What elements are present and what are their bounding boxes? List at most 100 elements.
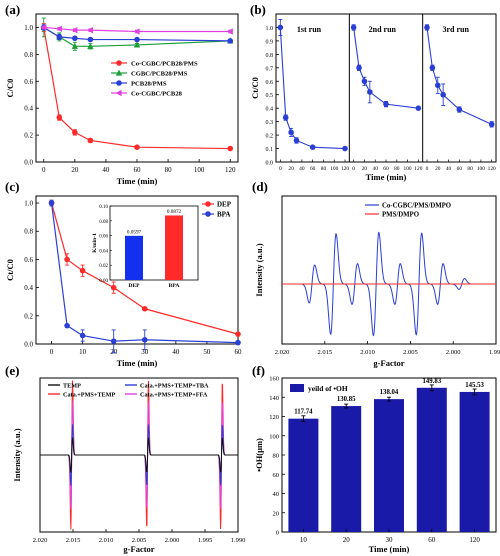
x-tick-label: 60 (457, 166, 463, 172)
x-axis-label: Time (min) (369, 544, 410, 554)
panel-label: (e) (5, 363, 19, 378)
x-tick-label: 100 (330, 166, 338, 172)
data-point (434, 82, 441, 89)
y-tick-label: 0.9 (266, 39, 274, 45)
legend-marker (115, 69, 123, 76)
y-axis-label: Ct/C0 (250, 77, 260, 99)
inset-frame (109, 205, 199, 281)
data-point (134, 144, 140, 150)
x-tick-label: 10 (300, 536, 308, 544)
x-tick-label: 120 (469, 536, 480, 544)
panel-b: (b) 0.0 0.1 0.2 0.3 0.4 0.5 0.6 0.7 0.8 0.9 1.0 Ct/C… (250, 2, 497, 182)
x-tick-label: 2.000 (165, 537, 180, 544)
x-tick-label: 0 (279, 166, 282, 172)
x-tick-label: 30 (141, 348, 149, 356)
y-axis-label: C/C0 (5, 79, 15, 98)
y-tick-label: 160 (269, 376, 279, 383)
x-tick-label: 0 (50, 348, 54, 356)
legend-marker (205, 211, 211, 217)
data-point (79, 332, 86, 339)
x-tick-label: 2.015 (66, 537, 81, 544)
x-tick-label: 60 (235, 348, 243, 356)
x-tick-label: 40 (172, 348, 180, 356)
y-tick-label: 120 (269, 414, 279, 421)
data-point (141, 305, 148, 312)
x-axis-label: g-Factor (373, 358, 404, 368)
x-tick-label: 20 (71, 166, 79, 174)
bar-value-label: 138.04 (380, 389, 399, 396)
bar-value-label: 117.74 (294, 409, 313, 416)
inset-y-tick-label: 0.10 (99, 205, 108, 210)
data-point (456, 106, 463, 113)
data-point (133, 41, 141, 48)
y-tick-label: 0.6 (266, 80, 274, 86)
data-point (71, 26, 78, 34)
panel-label: (b) (250, 2, 266, 17)
legend-label: Cata.+PMS+TEMP (63, 392, 115, 399)
plot-frame (35, 195, 239, 345)
data-point (133, 28, 140, 35)
data-point (72, 35, 78, 42)
x-axis-label: Time (min) (366, 172, 407, 182)
bar-value-label: 130.85 (337, 396, 356, 403)
x-tick-label: 80 (394, 166, 400, 172)
data-point (415, 105, 422, 111)
legend-label: Co-CGBC/PCB28 (131, 91, 183, 98)
data-point (141, 336, 148, 343)
bar (288, 418, 319, 532)
x-tick-label: 1.995 (489, 349, 500, 356)
x-tick-label: 2.020 (275, 349, 290, 356)
data-point (361, 78, 368, 85)
data-point (110, 338, 117, 344)
y-tick-label: 0.0 (266, 161, 274, 167)
x-tick-label: 40 (373, 166, 379, 172)
x-tick-label: 40 (299, 166, 305, 172)
y-tick-label: 0.8 (24, 228, 33, 236)
x-axis-label: Time (min) (117, 358, 158, 368)
x-tick-label: 40 (102, 166, 110, 174)
y-axis-label: Intensity (a.u.) (12, 428, 22, 481)
x-tick-label: 1.995 (198, 537, 213, 544)
legend-marker (205, 201, 211, 207)
x-tick-label: 40 (446, 166, 452, 172)
bar-value-label: 145.53 (465, 382, 484, 389)
data-point (350, 24, 357, 31)
series-line (40, 437, 238, 473)
y-tick-label: 80 (273, 453, 280, 460)
legend-label: CGBC/PCB28/PMS (131, 71, 188, 78)
data-point (235, 331, 241, 337)
y-tick-label: 0.4 (24, 105, 33, 113)
data-point (86, 26, 93, 34)
data-point (87, 137, 94, 144)
x-tick-label: 20 (343, 536, 351, 544)
panel-d: (d) 2.020 2.015 2.010 2.005 2.000 1.995 g-Facto… (252, 179, 500, 368)
x-tick-label: 80 (165, 166, 173, 174)
legend-label: DEP (217, 201, 232, 209)
x-tick-label: 20 (288, 166, 294, 172)
inset-y-tick-label: 0.08 (99, 220, 108, 225)
x-tick-label: 120 (225, 166, 236, 174)
x-tick-label: 120 (488, 166, 496, 172)
y-axis-label: Ct/C0 (5, 259, 15, 281)
inset-bar (165, 215, 183, 280)
x-tick-label: 0 (352, 166, 355, 172)
series-line (43, 27, 231, 150)
data-point (64, 322, 70, 329)
x-tick-label: 120 (414, 166, 422, 172)
data-point (282, 114, 289, 121)
y-tick-label: 0.5 (266, 93, 274, 99)
inset-bar (125, 235, 143, 280)
panel-e: (e) 2.020 2.015 2.010 2.005 2.000 1.995 1.990 g-… (5, 363, 245, 554)
data-point (55, 25, 62, 32)
x-tick-label: 60 (428, 536, 436, 544)
series-line (353, 27, 419, 109)
x-tick-label: 60 (134, 166, 142, 174)
legend-label: BPA (217, 211, 230, 219)
data-point (309, 144, 316, 150)
series-line (282, 231, 496, 337)
data-point (134, 36, 140, 43)
legend-swatch (290, 384, 304, 392)
data-point (56, 114, 63, 121)
plot-frame (35, 13, 239, 163)
